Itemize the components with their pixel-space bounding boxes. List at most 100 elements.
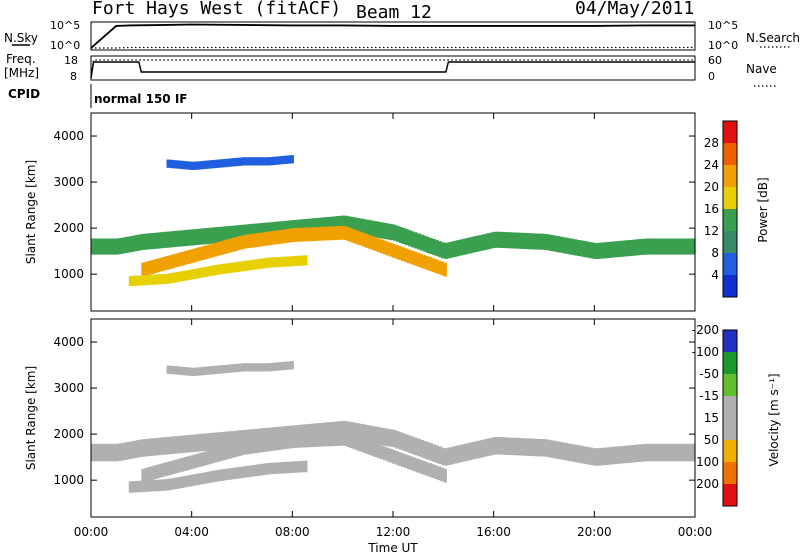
heatmap-cell-band-c: [231, 263, 235, 273]
heatmap-cell-band-a: [173, 231, 177, 247]
velocity-colorbar-swatch: [723, 418, 737, 440]
heatmap-cell-band-b: [353, 230, 357, 244]
freq-left-label-2: [MHz]: [4, 66, 39, 80]
heatmap-cell-band-a: [520, 233, 524, 249]
noise-right-tick-top: 10^5: [708, 19, 738, 32]
power-colorbar-tick-label: 4: [711, 268, 719, 282]
heatmap-cell-band-b: [428, 257, 432, 271]
heatmap-cell-band-b: [172, 460, 176, 474]
heatmap-cell-band-a: [127, 442, 131, 460]
velocity-ytick-label: 1000: [53, 473, 84, 487]
heatmap-cell-band-b: [307, 227, 311, 241]
power-ytick-label: 4000: [53, 129, 84, 143]
heatmap-cell-band-d: [203, 367, 207, 375]
noise-right-label: N.Search: [746, 31, 800, 45]
heatmap-cell-band-d: [218, 159, 222, 167]
noise-left-tick-bottom: 10^0: [50, 39, 80, 52]
heatmap-cell-band-a: [565, 238, 569, 254]
heatmap-cell-band-a: [459, 239, 463, 255]
heatmap-cell-band-b: [323, 227, 327, 241]
heatmap-cell-band-b: [217, 242, 221, 256]
heatmap-cell-band-d: [233, 364, 237, 372]
power-colorbar-swatch: [723, 187, 737, 209]
heatmap-cell-band-b: [413, 458, 417, 472]
power-ytick-label: 3000: [53, 175, 84, 189]
heatmap-cell-band-b: [232, 238, 236, 252]
power-colorbar-label: Power [dB]: [756, 177, 770, 242]
heatmap-cell-band-a: [641, 239, 645, 255]
heatmap-cell-band-a: [444, 448, 448, 466]
heatmap-cell-band-a: [203, 228, 207, 244]
velocity-colorbar-tick-label: -15: [699, 389, 719, 403]
heatmap-cell-band-d: [263, 157, 267, 165]
heatmap-cell-band-a: [505, 232, 509, 248]
velocity-ytick-label: 2000: [53, 427, 84, 441]
heatmap-cell-band-a: [112, 239, 116, 255]
power-colorbar-tick-label: 12: [704, 224, 719, 238]
heatmap-cell-band-b: [232, 444, 236, 458]
heatmap-cell-band-b: [172, 254, 176, 268]
power-colorbar-swatch: [723, 121, 737, 143]
heatmap-cell-band-a: [127, 237, 131, 253]
heatmap-cell-band-b: [262, 232, 266, 246]
velocity-colorbar-swatch: [723, 484, 737, 506]
noise-series-n-sky: [91, 24, 695, 48]
freq-lines: [91, 60, 695, 78]
noise-lines: [91, 24, 695, 48]
freq-left-tick-top: 18: [64, 54, 78, 67]
heatmap-cell-band-b: [443, 469, 447, 483]
heatmap-cell-band-d: [203, 161, 207, 169]
heatmap-cell-band-a: [626, 240, 630, 256]
heatmap-cell-band-b: [247, 234, 251, 248]
date-label: 04/May/2011: [575, 0, 694, 19]
heatmap-cell-band-d: [278, 362, 282, 370]
power-ytick-label: 2000: [53, 221, 84, 235]
heatmap-cell-band-a: [475, 441, 479, 459]
heatmap-cell-band-a: [173, 436, 177, 454]
heatmap-cell-band-c: [247, 260, 251, 270]
velocity-ytick-label: 4000: [53, 335, 84, 349]
beam-label: Beam 12: [356, 2, 432, 23]
heatmap-cell-band-c: [216, 265, 220, 275]
heatmap-cell-band-a: [686, 239, 690, 255]
x-tick-label: 04:00: [174, 525, 209, 539]
heatmap-cell-band-b: [247, 440, 251, 454]
heatmap-cell-band-a: [641, 444, 645, 462]
heatmap-cell-band-c: [201, 267, 205, 277]
heatmap-cell-band-d: [188, 367, 192, 375]
heatmap-cell-band-b: [156, 259, 160, 273]
heatmap-cell-band-a: [97, 444, 101, 462]
heatmap-cell-band-a: [626, 446, 630, 464]
power-ylabel: Slant Range [km]: [24, 160, 38, 264]
heatmap-cell-band-a: [97, 239, 101, 255]
heatmap-cell-band-b: [338, 432, 342, 446]
freq-right-label: Nave: [746, 62, 777, 76]
cpid-label: CPID: [8, 87, 40, 101]
power-colorbar-swatch: [723, 253, 737, 275]
heatmap-cell-band-a: [459, 445, 463, 463]
radar-title: Fort Hays West (fitACF): [92, 0, 341, 19]
x-tick-label: 20:00: [577, 525, 612, 539]
heatmap-cell-band-b: [383, 241, 387, 255]
heatmap-cell-band-a: [686, 444, 690, 462]
heatmap-cell-band-b: [187, 456, 191, 470]
heatmap-cell-band-c: [186, 270, 190, 280]
velocity-colorbar-tick-label: 200: [696, 477, 719, 491]
heatmap-cell-band-b: [383, 447, 387, 461]
heatmap-cell-band-b: [368, 441, 372, 455]
velocity-colorbar-swatch: [723, 330, 737, 352]
freq-left-tick-bottom: 8: [70, 70, 77, 83]
velocity-colorbar-tick-label: -50: [699, 367, 719, 381]
heatmap-cell-band-a: [671, 444, 675, 462]
heatmap-cell-band-d: [290, 155, 294, 163]
heatmap-cell-band-a: [671, 239, 675, 255]
heatmap-cell-band-a: [399, 227, 403, 243]
heatmap-cell-band-c: [201, 473, 205, 485]
heatmap-cell-band-b: [368, 235, 372, 249]
heatmap-cell-band-a: [157, 438, 161, 456]
heatmap-cell-band-a: [580, 241, 584, 257]
heatmap-cell-band-d: [290, 361, 294, 369]
power-data: [91, 155, 696, 286]
